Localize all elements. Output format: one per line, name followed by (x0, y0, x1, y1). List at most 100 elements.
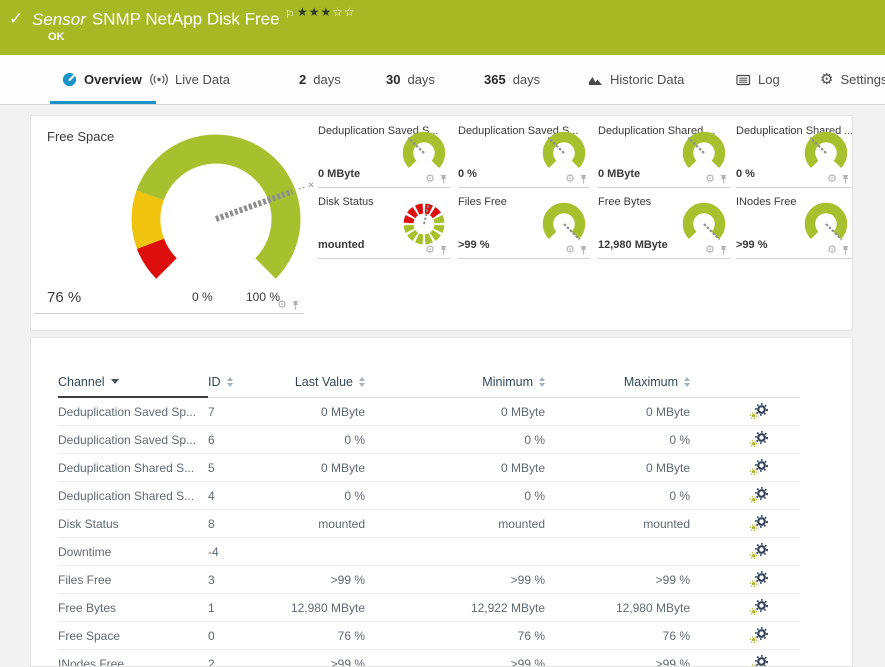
table-row[interactable]: Downtime -4 (58, 538, 800, 566)
tab-label: Overview (84, 72, 142, 87)
tab-30-days[interactable]: 30 days (386, 55, 435, 104)
channel-id: 6 (208, 433, 268, 447)
channel-settings-icon[interactable] (749, 431, 769, 448)
gear-icon[interactable]: ⚙ (827, 245, 837, 256)
column-header-id[interactable]: ID (208, 367, 268, 397)
channel-name: Disk Status (58, 517, 208, 531)
gear-icon[interactable]: ⚙ (425, 245, 435, 256)
channel-maximum: >99 % (545, 657, 690, 667)
gear-icon: ⚙ (820, 72, 833, 87)
channel-settings-icon[interactable] (749, 543, 769, 560)
channel-minimum: >99 % (365, 573, 545, 587)
channels-table: Channel ID Last Value Minimum Maximum D (58, 367, 800, 667)
channel-settings-icon[interactable] (749, 655, 769, 667)
channel-settings-icon[interactable] (749, 403, 769, 420)
table-row[interactable]: Free Space 0 76 % 76 % 76 % (58, 622, 800, 650)
channel-name: Files Free (58, 573, 208, 587)
channel-maximum: 0 MByte (545, 461, 690, 475)
gauge-value: 0 MByte (318, 168, 360, 180)
gear-icon[interactable]: ⚙ (565, 174, 575, 185)
mini-gauge-tile: INodes Free >99 % ⚙ (736, 192, 852, 259)
column-header-maximum[interactable]: Maximum (545, 367, 690, 397)
gauges-panel: Free Space ✕ 76 % 0 % 100 % ⚙ Deduplicat… (30, 115, 853, 331)
gear-icon[interactable]: ⚙ (277, 300, 287, 311)
gear-icon[interactable]: ⚙ (827, 174, 837, 185)
pin-icon[interactable] (290, 300, 300, 311)
channel-id: 5 (208, 461, 268, 475)
table-row[interactable]: Free Bytes 1 12,980 MByte 12,922 MByte 1… (58, 594, 800, 622)
tab-number: 30 (386, 72, 400, 87)
channel-minimum: 0 MByte (365, 405, 545, 419)
tab-log[interactable]: Log (736, 55, 780, 104)
gauge-title: Disk Status (318, 196, 374, 208)
mini-gauge (398, 197, 450, 249)
tab-historic-data[interactable]: Historic Data (588, 55, 684, 104)
channel-minimum: >99 % (365, 657, 545, 667)
mini-gauge (800, 197, 852, 249)
tab-overview[interactable]: Overview (62, 55, 142, 104)
channel-last-value: 0 % (268, 489, 365, 503)
mini-gauge-tile: Free Bytes 12,980 MByte ⚙ (598, 192, 730, 259)
stars-empty[interactable]: ☆☆ (332, 5, 356, 19)
tab-label: Historic Data (610, 72, 684, 87)
gear-icon[interactable]: ⚙ (565, 245, 575, 256)
sensor-name: SNMP NetApp Disk Free (92, 10, 280, 29)
table-row[interactable]: Deduplication Saved Sp... 6 0 % 0 % 0 % (58, 426, 800, 454)
table-row[interactable]: Deduplication Shared S... 4 0 % 0 % 0 % (58, 482, 800, 510)
channel-maximum: 0 % (545, 489, 690, 503)
channel-maximum: >99 % (545, 573, 690, 587)
tab-2-days[interactable]: 2 days (299, 55, 341, 104)
status-badge: OK (48, 31, 65, 43)
stars-filled[interactable]: ★★★ (297, 5, 332, 19)
tab-settings[interactable]: ⚙ Settings (820, 55, 885, 104)
table-row[interactable]: Deduplication Shared S... 5 0 MByte 0 MB… (58, 454, 800, 482)
mini-gauge-tile: Deduplication Saved S... 0 MByte ⚙ (318, 121, 450, 188)
pin-icon[interactable] (438, 245, 448, 256)
pin-icon[interactable] (840, 174, 850, 185)
pin-icon[interactable] (840, 245, 850, 256)
gauge-value: 12,980 MByte (598, 239, 668, 251)
pin-icon[interactable] (718, 245, 728, 256)
channel-minimum: 76 % (365, 629, 545, 643)
gauge-value: >99 % (736, 239, 768, 251)
pin-icon[interactable] (578, 174, 588, 185)
pin-icon[interactable] (718, 174, 728, 185)
pin-icon[interactable] (578, 245, 588, 256)
channel-last-value: 0 MByte (268, 461, 365, 475)
channel-last-value: 0 % (268, 433, 365, 447)
mini-gauge-tile: Deduplication Saved S... 0 % ⚙ (458, 121, 590, 188)
table-row[interactable]: Files Free 3 >99 % >99 % >99 % (58, 566, 800, 594)
channel-minimum: 12,922 MByte (365, 601, 545, 615)
table-row[interactable]: Disk Status 8 mounted mounted mounted (58, 510, 800, 538)
channel-settings-icon[interactable] (749, 571, 769, 588)
channel-settings-icon[interactable] (749, 627, 769, 644)
channel-id: 2 (208, 657, 268, 667)
tab-live-data[interactable]: Live Data (150, 55, 230, 104)
mini-gauge (678, 197, 730, 249)
tab-label: days (313, 72, 340, 87)
channel-name: Deduplication Saved Sp... (58, 405, 208, 419)
tab-number: 365 (484, 72, 506, 87)
tab-365-days[interactable]: 365 days (484, 55, 540, 104)
column-header-last-value[interactable]: Last Value (268, 367, 365, 397)
table-row[interactable]: Deduplication Saved Sp... 7 0 MByte 0 MB… (58, 398, 800, 426)
mini-gauge-tile: Disk Status mounted ⚙ (318, 192, 450, 259)
table-row[interactable]: INodes Free 2 >99 % >99 % >99 % (58, 650, 800, 667)
gear-icon[interactable]: ⚙ (705, 245, 715, 256)
gauge-value: 76 % (47, 289, 81, 306)
gear-icon[interactable]: ⚙ (425, 174, 435, 185)
channel-settings-icon[interactable] (749, 459, 769, 476)
column-header-minimum[interactable]: Minimum (365, 367, 545, 397)
sort-desc-icon (111, 379, 119, 384)
channel-settings-icon[interactable] (749, 599, 769, 616)
channel-settings-icon[interactable] (749, 515, 769, 532)
pin-icon[interactable] (438, 174, 448, 185)
priority-stars[interactable]: ★★★☆☆ (297, 5, 356, 19)
channel-settings-icon[interactable] (749, 487, 769, 504)
priority-flag-icon[interactable]: ⚐ (285, 9, 295, 21)
gauge-value: 0 % (458, 168, 477, 180)
channel-id: 4 (208, 489, 268, 503)
column-header-channel[interactable]: Channel (58, 368, 208, 398)
tab-label: Settings (840, 72, 885, 87)
gear-icon[interactable]: ⚙ (705, 174, 715, 185)
